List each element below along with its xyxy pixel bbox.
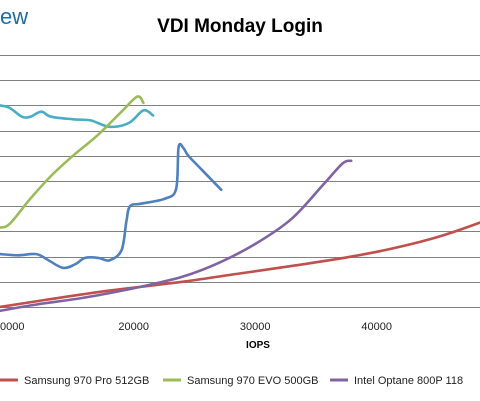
x-tick-label: 40000 [361, 321, 392, 333]
logo-text: ew [0, 4, 28, 29]
x-tick-label: 20000 [118, 321, 149, 333]
series-line-2 [0, 142, 223, 270]
series-line-3 [0, 221, 480, 309]
x-tick-label: 0000 [0, 321, 24, 333]
legend-label: Intel Optane 800P 118 [354, 375, 463, 387]
chart-title: VDI Monday Login [157, 16, 323, 37]
series-lines [0, 95, 480, 313]
x-tick-label: 30000 [240, 321, 271, 333]
series-line-5 [0, 159, 353, 313]
x-axis-title: IOPS [246, 340, 270, 351]
series-line-1 [0, 104, 155, 129]
series-line-4 [0, 95, 145, 229]
gridlines [0, 55, 480, 308]
legend-label: Samsung 970 Pro 512GB [24, 375, 149, 387]
legend: Samsung 970 Pro 512GB Samsung 970 EVO 500… [0, 375, 463, 387]
x-tick-labels: 0000 20000 30000 40000 [0, 321, 392, 333]
legend-label: Samsung 970 EVO 500GB [187, 375, 318, 387]
